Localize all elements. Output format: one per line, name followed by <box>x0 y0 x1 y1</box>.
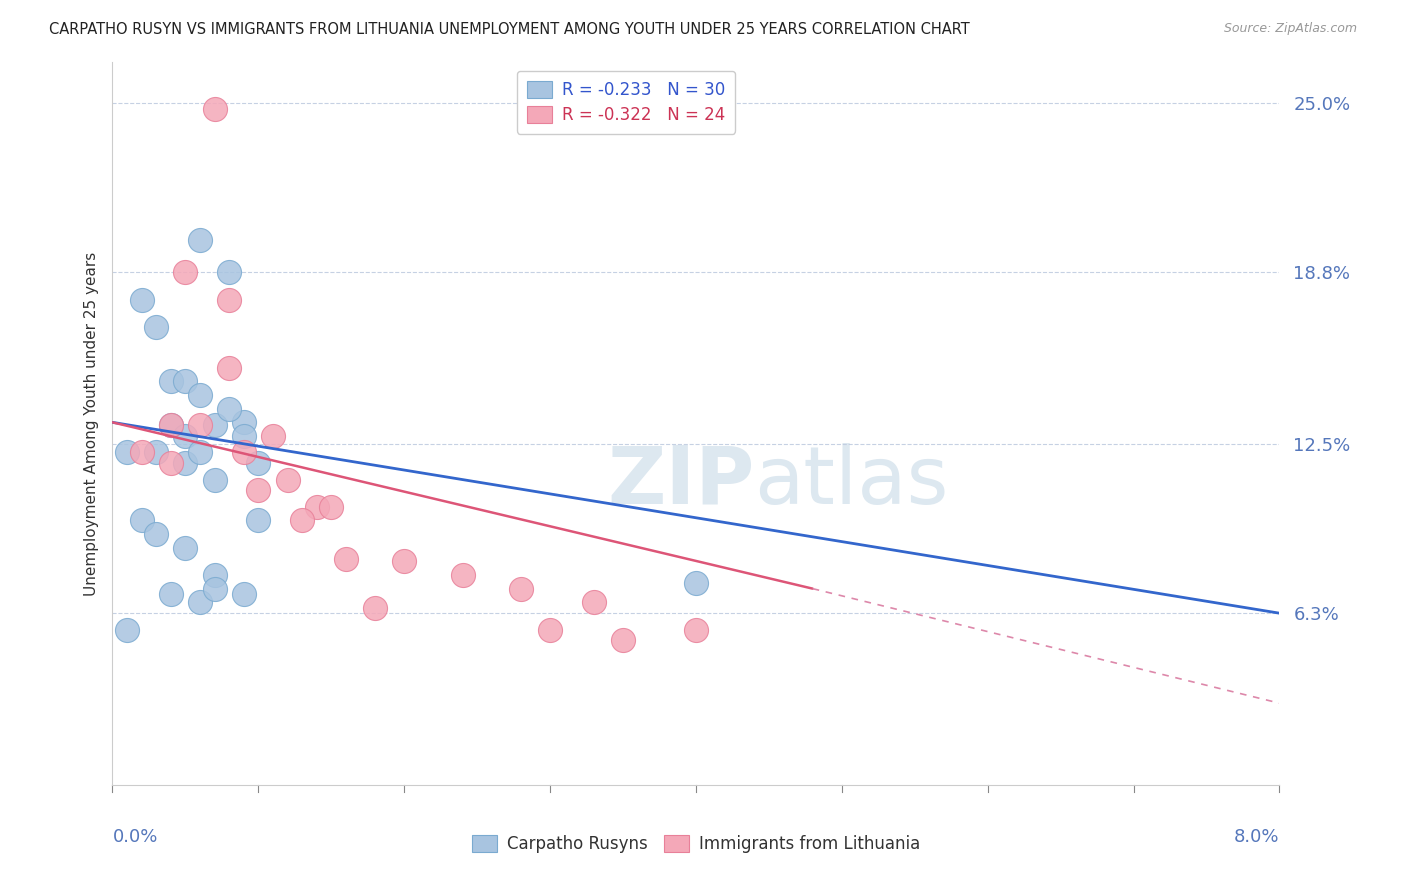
Point <box>204 473 226 487</box>
Point <box>247 456 270 470</box>
Point <box>291 514 314 528</box>
Point <box>262 429 284 443</box>
Point <box>174 429 197 443</box>
Point <box>247 483 270 498</box>
Point <box>204 102 226 116</box>
Text: 0.0%: 0.0% <box>112 829 157 847</box>
Point <box>131 445 153 459</box>
Point <box>204 582 226 596</box>
Point <box>160 418 183 433</box>
Point <box>394 554 416 568</box>
Point <box>188 595 211 609</box>
Point <box>247 514 270 528</box>
Point <box>115 623 138 637</box>
Point <box>685 623 707 637</box>
Text: 8.0%: 8.0% <box>1234 829 1279 847</box>
Point <box>174 375 197 389</box>
Text: Source: ZipAtlas.com: Source: ZipAtlas.com <box>1223 22 1357 36</box>
Point <box>188 388 211 402</box>
Point <box>218 401 240 416</box>
Point <box>131 293 153 307</box>
Point <box>218 265 240 279</box>
Point <box>174 541 197 555</box>
Point <box>204 568 226 582</box>
Point <box>188 445 211 459</box>
Point <box>364 600 387 615</box>
Point <box>305 500 328 514</box>
Point <box>115 445 138 459</box>
Point <box>538 623 561 637</box>
Point <box>160 418 183 433</box>
Point <box>685 576 707 591</box>
Point <box>451 568 474 582</box>
Point <box>335 551 357 566</box>
Point <box>145 319 167 334</box>
Text: CARPATHO RUSYN VS IMMIGRANTS FROM LITHUANIA UNEMPLOYMENT AMONG YOUTH UNDER 25 YE: CARPATHO RUSYN VS IMMIGRANTS FROM LITHUA… <box>49 22 970 37</box>
Point <box>276 473 298 487</box>
Point <box>174 265 197 279</box>
Point <box>612 633 634 648</box>
Point <box>218 360 240 375</box>
Text: atlas: atlas <box>755 442 949 521</box>
Point <box>232 445 254 459</box>
Point <box>160 375 183 389</box>
Point <box>188 233 211 247</box>
Point <box>204 418 226 433</box>
Point <box>131 514 153 528</box>
Point <box>145 445 167 459</box>
Point <box>174 456 197 470</box>
Point <box>160 456 183 470</box>
Point <box>218 293 240 307</box>
Point <box>188 418 211 433</box>
Legend: Carpatho Rusyns, Immigrants from Lithuania: Carpatho Rusyns, Immigrants from Lithuan… <box>461 825 931 863</box>
Point <box>232 587 254 601</box>
Point <box>321 500 343 514</box>
Text: ZIP: ZIP <box>607 442 755 521</box>
Y-axis label: Unemployment Among Youth under 25 years: Unemployment Among Youth under 25 years <box>83 252 98 596</box>
Point <box>509 582 531 596</box>
Point <box>145 527 167 541</box>
Point <box>160 587 183 601</box>
Point <box>232 429 254 443</box>
Point <box>582 595 605 609</box>
Point <box>232 415 254 429</box>
